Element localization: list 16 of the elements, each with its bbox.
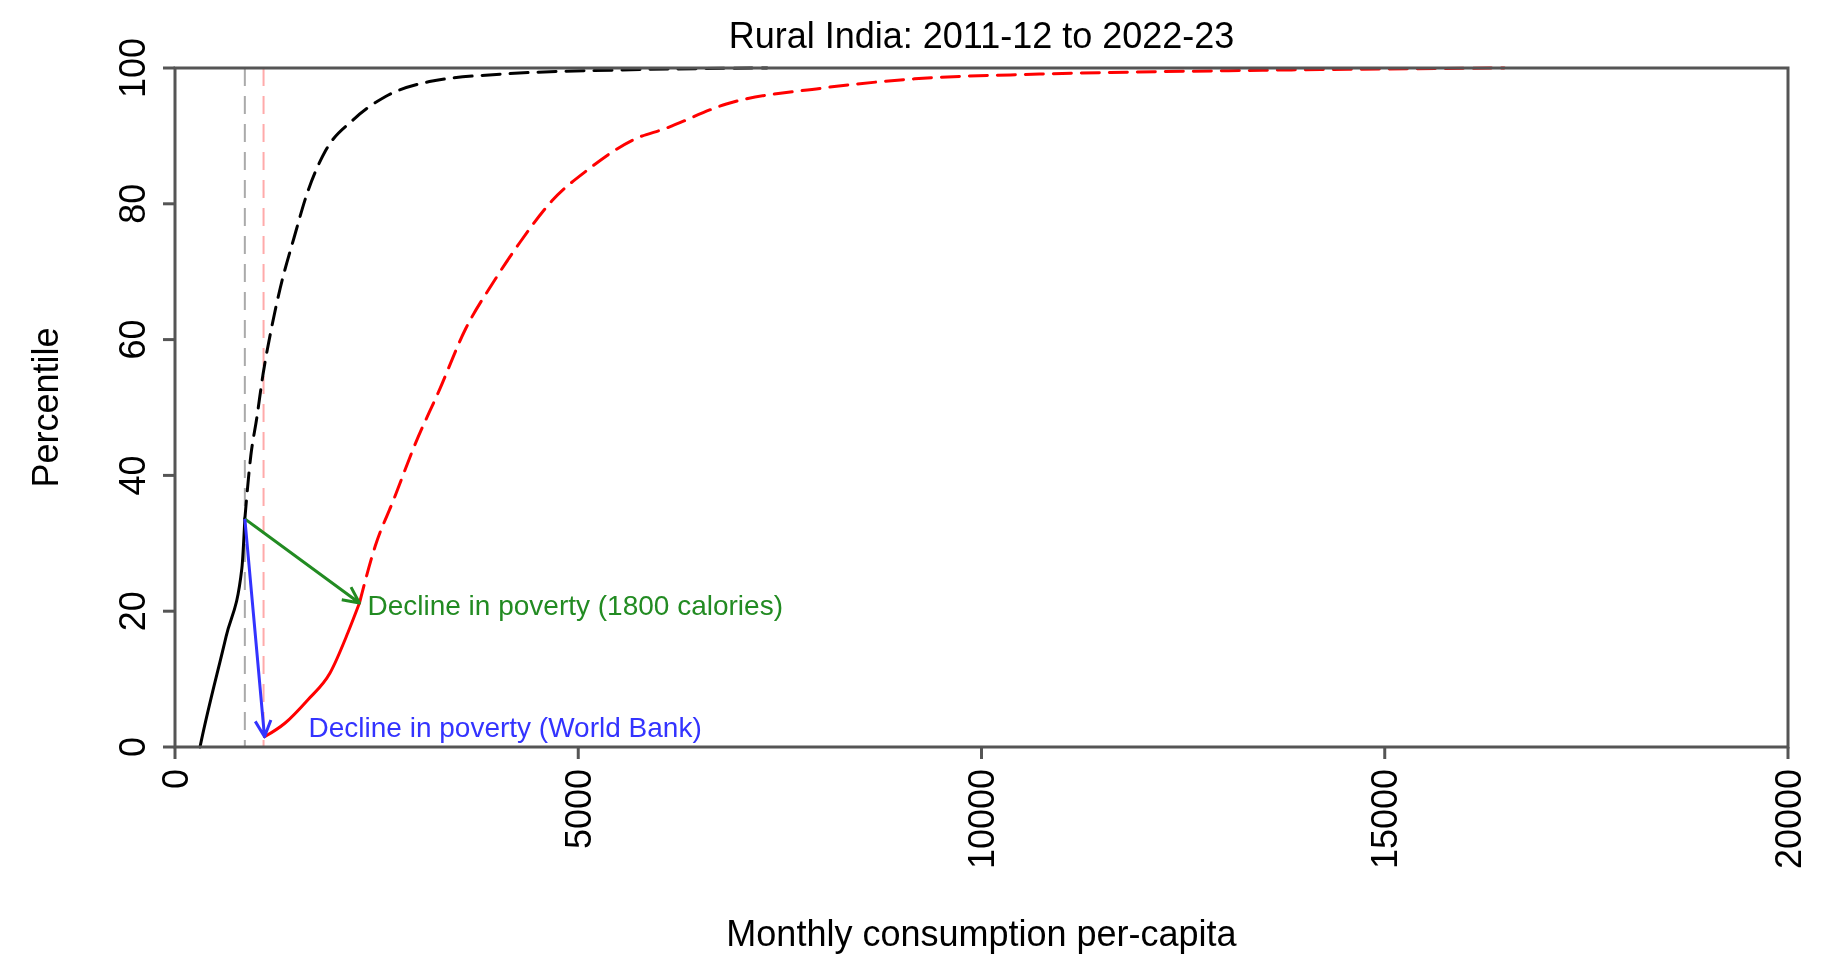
- x-tick-label: 10000: [961, 769, 1003, 870]
- y-tick-label: 80: [112, 183, 153, 224]
- annotation: Decline in poverty (World Bank): [308, 711, 702, 743]
- x-tick-label: 15000: [1364, 769, 1406, 870]
- y-tick-label: 20: [112, 591, 153, 632]
- y-axis-title: Percentile: [25, 327, 66, 488]
- y-tick-label: 40: [112, 455, 153, 496]
- annotation: Decline in poverty (1800 calories): [367, 589, 783, 621]
- y-tick-label: 100: [112, 37, 153, 99]
- chart-title: Rural India: 2011-12 to 2022-23: [728, 15, 1235, 56]
- y-tick-label: 60: [112, 319, 153, 360]
- x-tick-label: 20000: [1767, 769, 1809, 870]
- x-tick-label: 0: [154, 769, 196, 790]
- x-tick-label: 5000: [557, 769, 599, 850]
- x-axis-title: Monthly consumption per-capita: [726, 913, 1238, 954]
- y-tick-label: 0: [112, 736, 153, 758]
